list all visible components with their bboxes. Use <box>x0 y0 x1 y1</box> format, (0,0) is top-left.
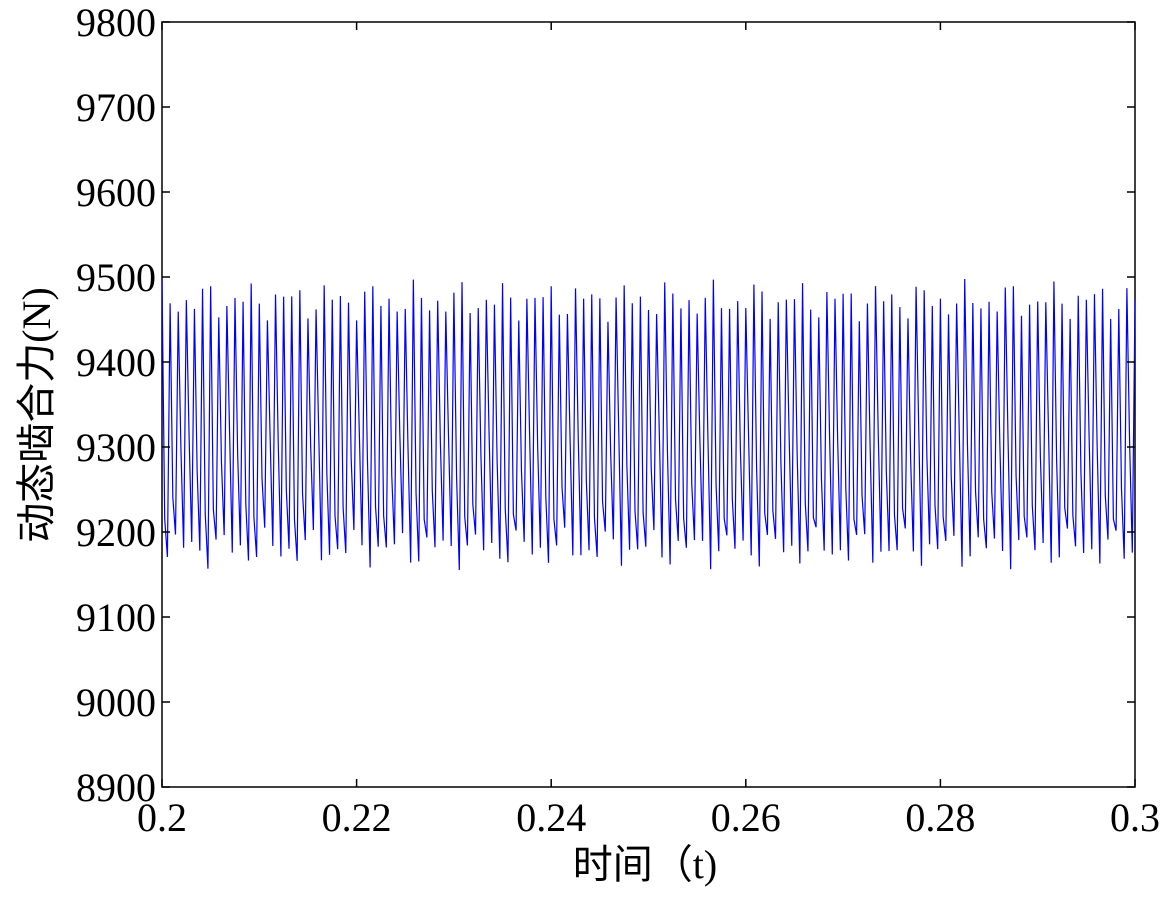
plot-border <box>161 21 1136 788</box>
y-tick-label: 9500 <box>76 255 156 300</box>
y-tick-label: 9200 <box>76 510 156 555</box>
y-tick-label: 9300 <box>76 425 156 470</box>
x-tick-label: 0.2 <box>137 795 187 840</box>
y-axis-label: 动态啮合力(N) <box>14 287 59 543</box>
y-tick-label: 9700 <box>76 85 156 130</box>
plot-frame <box>161 21 1136 788</box>
x-tick-label: 0.22 <box>322 795 392 840</box>
y-tick-label: 9800 <box>76 0 156 45</box>
y-tick-label: 9400 <box>76 340 156 385</box>
y-tick-label: 9600 <box>76 170 156 215</box>
x-tick-label: 0.26 <box>711 795 781 840</box>
series-layer <box>161 278 1136 570</box>
ticks-layer: 0.2 0.22 0.24 0.26 0.28 0.3 8900 9000 9100 9200 93… <box>76 0 1160 840</box>
y-tick-label: 9000 <box>76 680 156 725</box>
x-axis-label: 时间（t) <box>573 842 717 887</box>
y-tick-label: 8900 <box>76 765 156 810</box>
x-tick-label: 0.3 <box>1110 795 1160 840</box>
x-tick-label: 0.24 <box>516 795 586 840</box>
series-line <box>161 278 1136 570</box>
x-tick-label: 0.28 <box>905 795 975 840</box>
y-tick-label: 9100 <box>76 595 156 640</box>
